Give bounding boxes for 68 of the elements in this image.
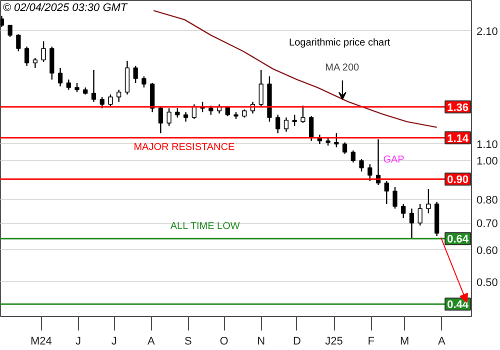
x-tick-label: D xyxy=(292,336,301,348)
candlestick xyxy=(300,105,306,124)
candlestick xyxy=(192,104,196,120)
candlestick xyxy=(334,132,339,148)
annotation: MA 200 xyxy=(325,62,360,74)
candlestick xyxy=(8,24,12,38)
x-tick-label: F xyxy=(368,336,375,348)
y-tick-label: 0.60 xyxy=(476,244,498,257)
candlestick xyxy=(384,180,389,205)
candlestick xyxy=(32,57,38,69)
candlestick xyxy=(100,96,104,109)
candlestick xyxy=(133,65,138,84)
candlestick xyxy=(108,94,113,108)
candlestick xyxy=(116,89,122,102)
y-tick-label: 1.00 xyxy=(476,156,498,168)
candlestick xyxy=(418,203,422,226)
annotation: GAP xyxy=(383,154,405,166)
candlestick xyxy=(91,69,96,102)
candlestick xyxy=(409,208,414,240)
x-tick-label: J xyxy=(111,336,117,348)
candlestick xyxy=(392,186,398,210)
annotation: MAJOR RESISTANCE xyxy=(134,142,235,153)
x-tick-label: N xyxy=(257,336,266,348)
candlestick xyxy=(0,15,4,28)
y-tick-label: 1.10 xyxy=(476,139,498,151)
x-tick-label: A xyxy=(147,336,156,348)
candlestick xyxy=(309,116,314,142)
y-tick-label: 2.10 xyxy=(476,26,498,38)
ref-line-label: 0.44 xyxy=(447,299,470,312)
y-tick-label: 0.50 xyxy=(476,276,498,289)
candlestick xyxy=(175,108,180,118)
candlestick xyxy=(158,106,163,134)
candlestick xyxy=(58,67,63,87)
candlestick xyxy=(426,188,431,214)
candlestick xyxy=(142,76,146,88)
x-tick-label: M xyxy=(400,336,410,348)
x-tick-label: O xyxy=(220,336,229,348)
candlestick xyxy=(41,40,46,62)
x-tick-label: J25 xyxy=(325,336,343,348)
candlestick xyxy=(276,114,280,134)
annotation: Logarithmic price chart xyxy=(289,38,390,49)
line-series xyxy=(152,10,438,128)
candlestick xyxy=(16,34,21,52)
y-tick-label: 0.80 xyxy=(476,194,498,207)
y-tick-label: 0.70 xyxy=(476,218,498,230)
candlestick xyxy=(183,112,188,122)
ref-line-label: 1.36 xyxy=(447,102,469,114)
x-tick-label: A xyxy=(438,336,446,348)
ref-line-label: 1.14 xyxy=(447,132,470,145)
ref-line-label: 0.64 xyxy=(447,234,470,246)
candlestick xyxy=(350,150,356,164)
candlestick xyxy=(166,108,172,126)
annotation: ALL TIME LOW xyxy=(170,220,240,232)
candlestick xyxy=(74,82,80,93)
annotation: © 02/04/2025 03:30 GMT xyxy=(2,2,128,14)
ref-line-label: 0.90 xyxy=(447,174,469,186)
candlestick xyxy=(258,69,264,108)
x-tick-label: J xyxy=(75,336,81,348)
candlestick xyxy=(292,114,297,126)
candlestick xyxy=(401,203,406,219)
candlestick xyxy=(66,79,71,90)
candlestick xyxy=(342,142,348,154)
x-tick-label: M24 xyxy=(30,336,52,348)
candlestick xyxy=(368,164,372,182)
candlestick xyxy=(284,116,289,132)
x-tick-label: S xyxy=(184,336,192,348)
candlestick xyxy=(359,158,364,172)
candlestick xyxy=(24,46,30,66)
